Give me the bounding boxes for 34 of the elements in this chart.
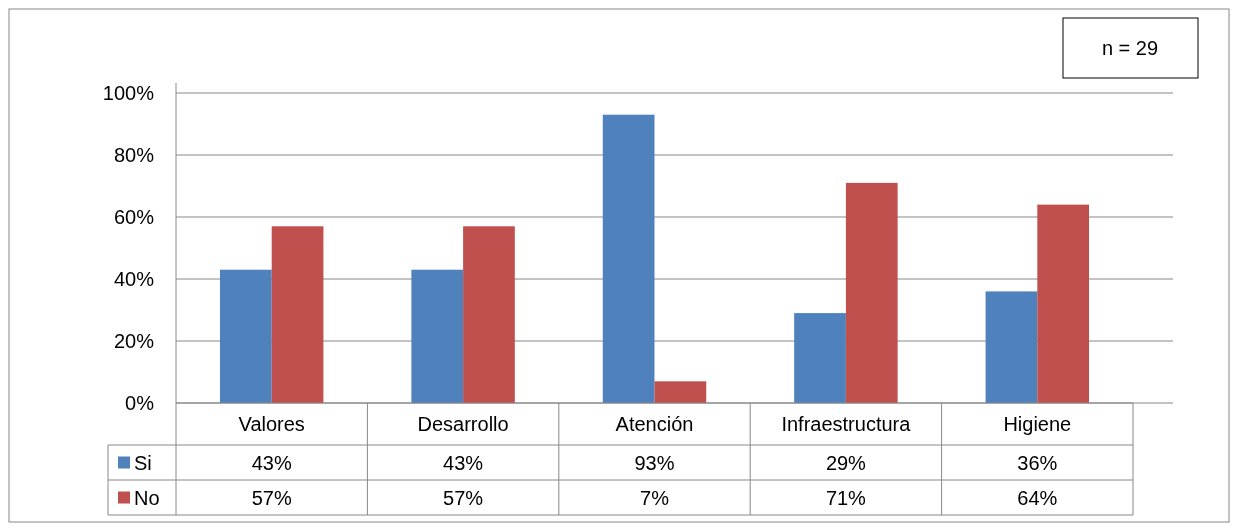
data-label: 43% <box>443 451 484 474</box>
bar <box>845 182 898 403</box>
text: n = 29 <box>1101 37 1159 59</box>
y-tick-label: 100% <box>102 82 155 104</box>
y-tick-label: 20% <box>113 330 155 352</box>
bar <box>602 114 655 403</box>
bar <box>654 381 707 403</box>
bar <box>794 313 846 403</box>
legend-label: Si <box>134 451 152 474</box>
x-tick-label: Infraestructura <box>781 413 912 435</box>
x-tick-label: Valores <box>238 413 305 435</box>
data-label: 57% <box>251 486 292 509</box>
data-label: 57% <box>443 486 484 509</box>
bar <box>463 226 515 403</box>
legend-label: No <box>134 486 160 509</box>
data-label: 43% <box>251 451 292 474</box>
bar <box>219 269 272 403</box>
bar <box>1037 204 1090 403</box>
y-tick-label: 60% <box>113 206 155 228</box>
data-label: 29% <box>825 451 867 474</box>
data-label: 36% <box>1017 451 1058 474</box>
y-tick-label: 80% <box>113 144 155 166</box>
data-label: 7% <box>640 486 670 509</box>
x-tick-label: Higiene <box>1003 413 1072 435</box>
y-tick-label: 0% <box>125 392 155 414</box>
y-tick-label: 40% <box>113 268 155 290</box>
bar <box>411 269 464 403</box>
bar <box>271 226 324 403</box>
x-tick-label: Atención <box>615 413 694 435</box>
data-label: 93% <box>634 451 675 474</box>
data-label: 71% <box>825 486 867 509</box>
bar <box>985 291 1038 403</box>
x-tick-label: Desarrollo <box>417 413 509 435</box>
data-label: 64% <box>1017 486 1058 509</box>
